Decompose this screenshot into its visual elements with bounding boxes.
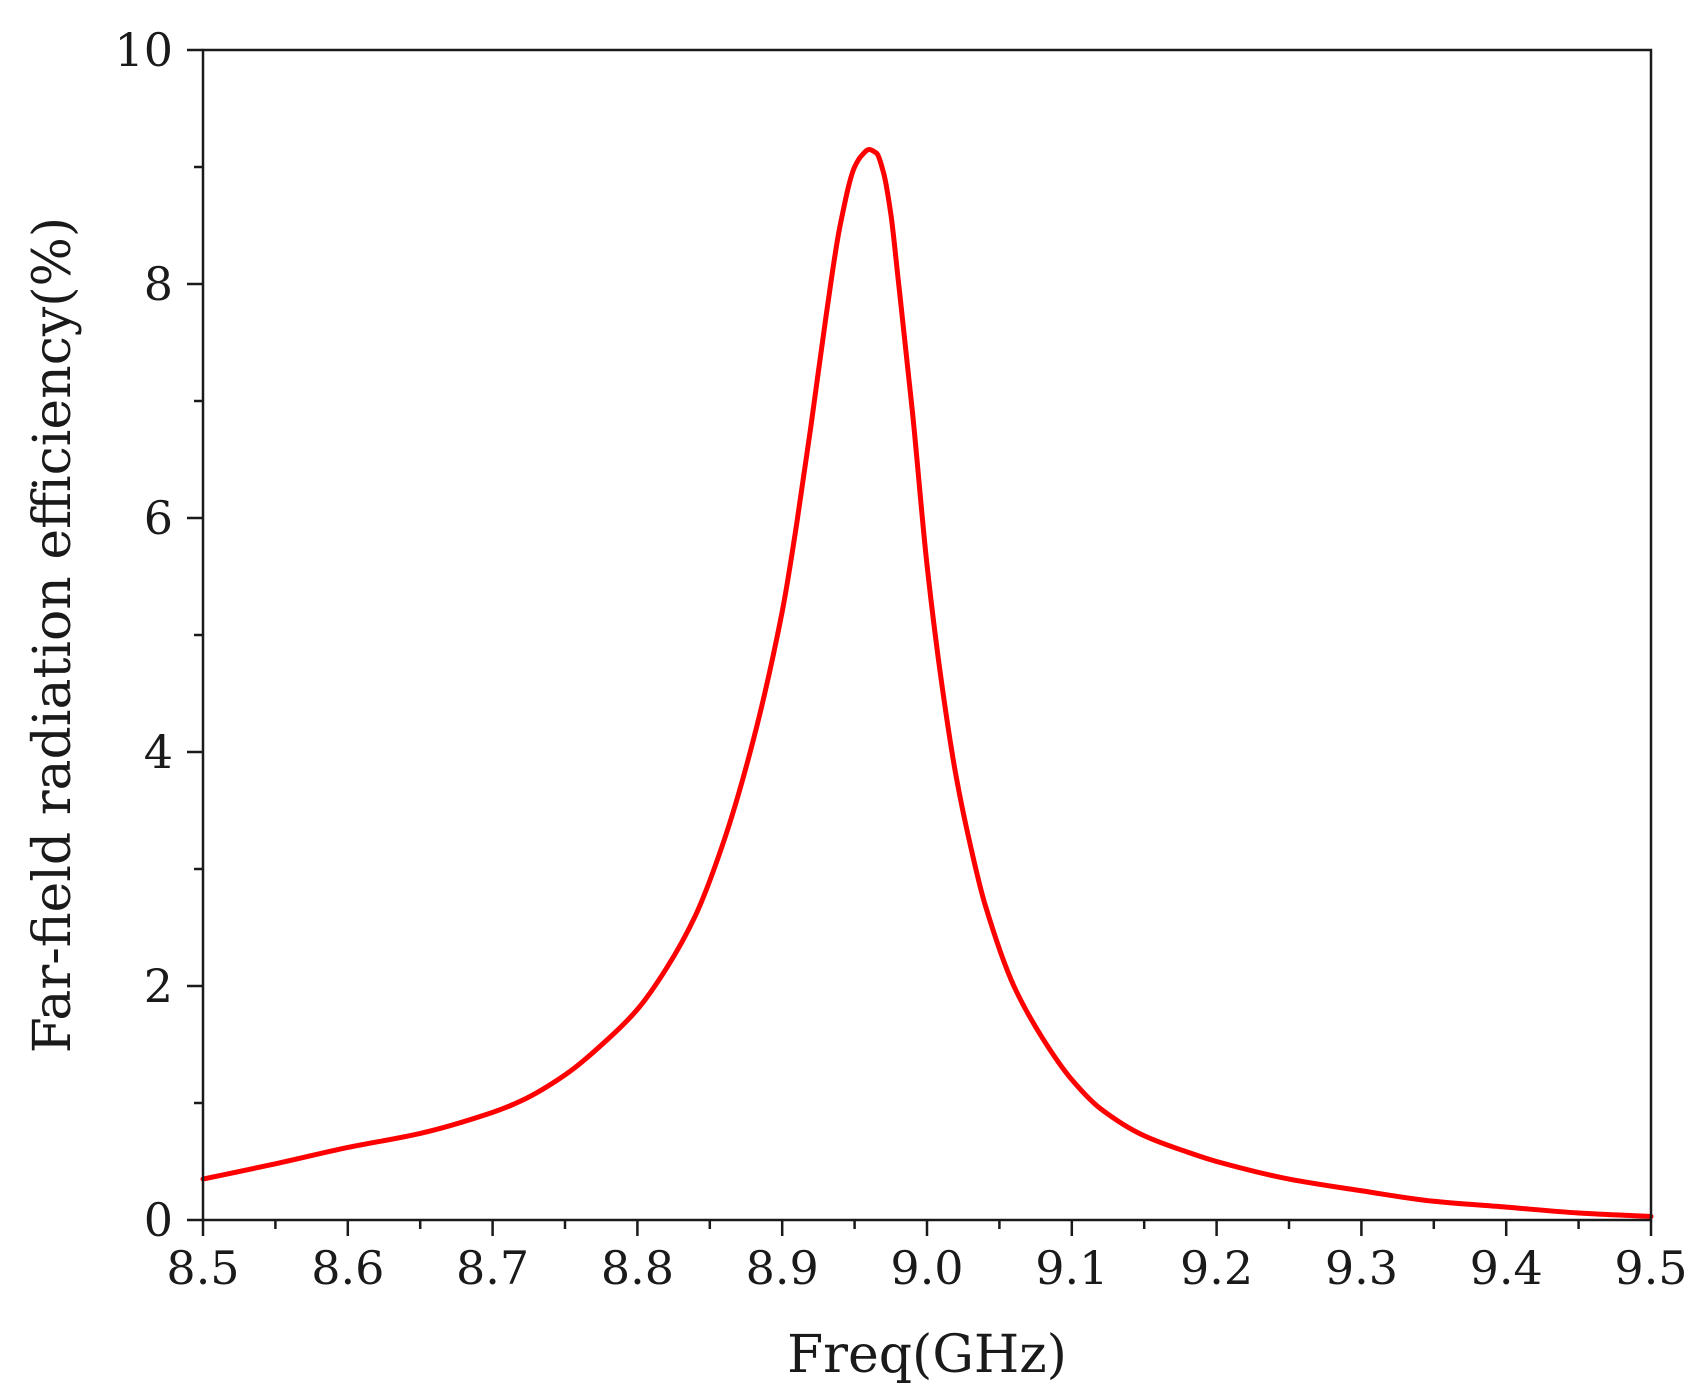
y-tick-label: 8 (144, 257, 173, 311)
x-tick-label: 9.2 (1180, 1241, 1253, 1295)
x-tick-label: 9.4 (1470, 1241, 1543, 1295)
y-axis-title: Far-field radiation efficiency(%) (23, 217, 83, 1053)
ticks-layer (187, 48, 1653, 1236)
y-tick-label: 6 (144, 491, 173, 545)
x-tick-label: 8.7 (456, 1241, 529, 1295)
x-tick-label: 8.5 (166, 1241, 239, 1295)
x-tick-label: 8.9 (746, 1241, 819, 1295)
y-tick-label: 2 (144, 959, 173, 1013)
plot-frame (201, 48, 1653, 1222)
y-tick-label: 0 (144, 1193, 173, 1247)
tick-labels-layer: 8.5 8.6 8.7 8.8 8.9 9.0 9.1 9.2 9.3 9.4 9.5 0 2 4 6 8 10 (114, 23, 1687, 1295)
y-tick-label: 4 (144, 725, 173, 779)
x-tick-label: 9.5 (1614, 1241, 1687, 1295)
x-tick-label: 9.3 (1325, 1241, 1398, 1295)
x-tick-label: 9.1 (1035, 1241, 1108, 1295)
y-tick-label: 10 (114, 23, 173, 77)
x-tick-label: 9.0 (890, 1241, 963, 1295)
efficiency-curve (200, 146, 1654, 1219)
x-axis-title: Freq(GHz) (787, 1325, 1067, 1385)
x-tick-label: 8.6 (311, 1241, 384, 1295)
x-tick-label: 8.8 (601, 1241, 674, 1295)
